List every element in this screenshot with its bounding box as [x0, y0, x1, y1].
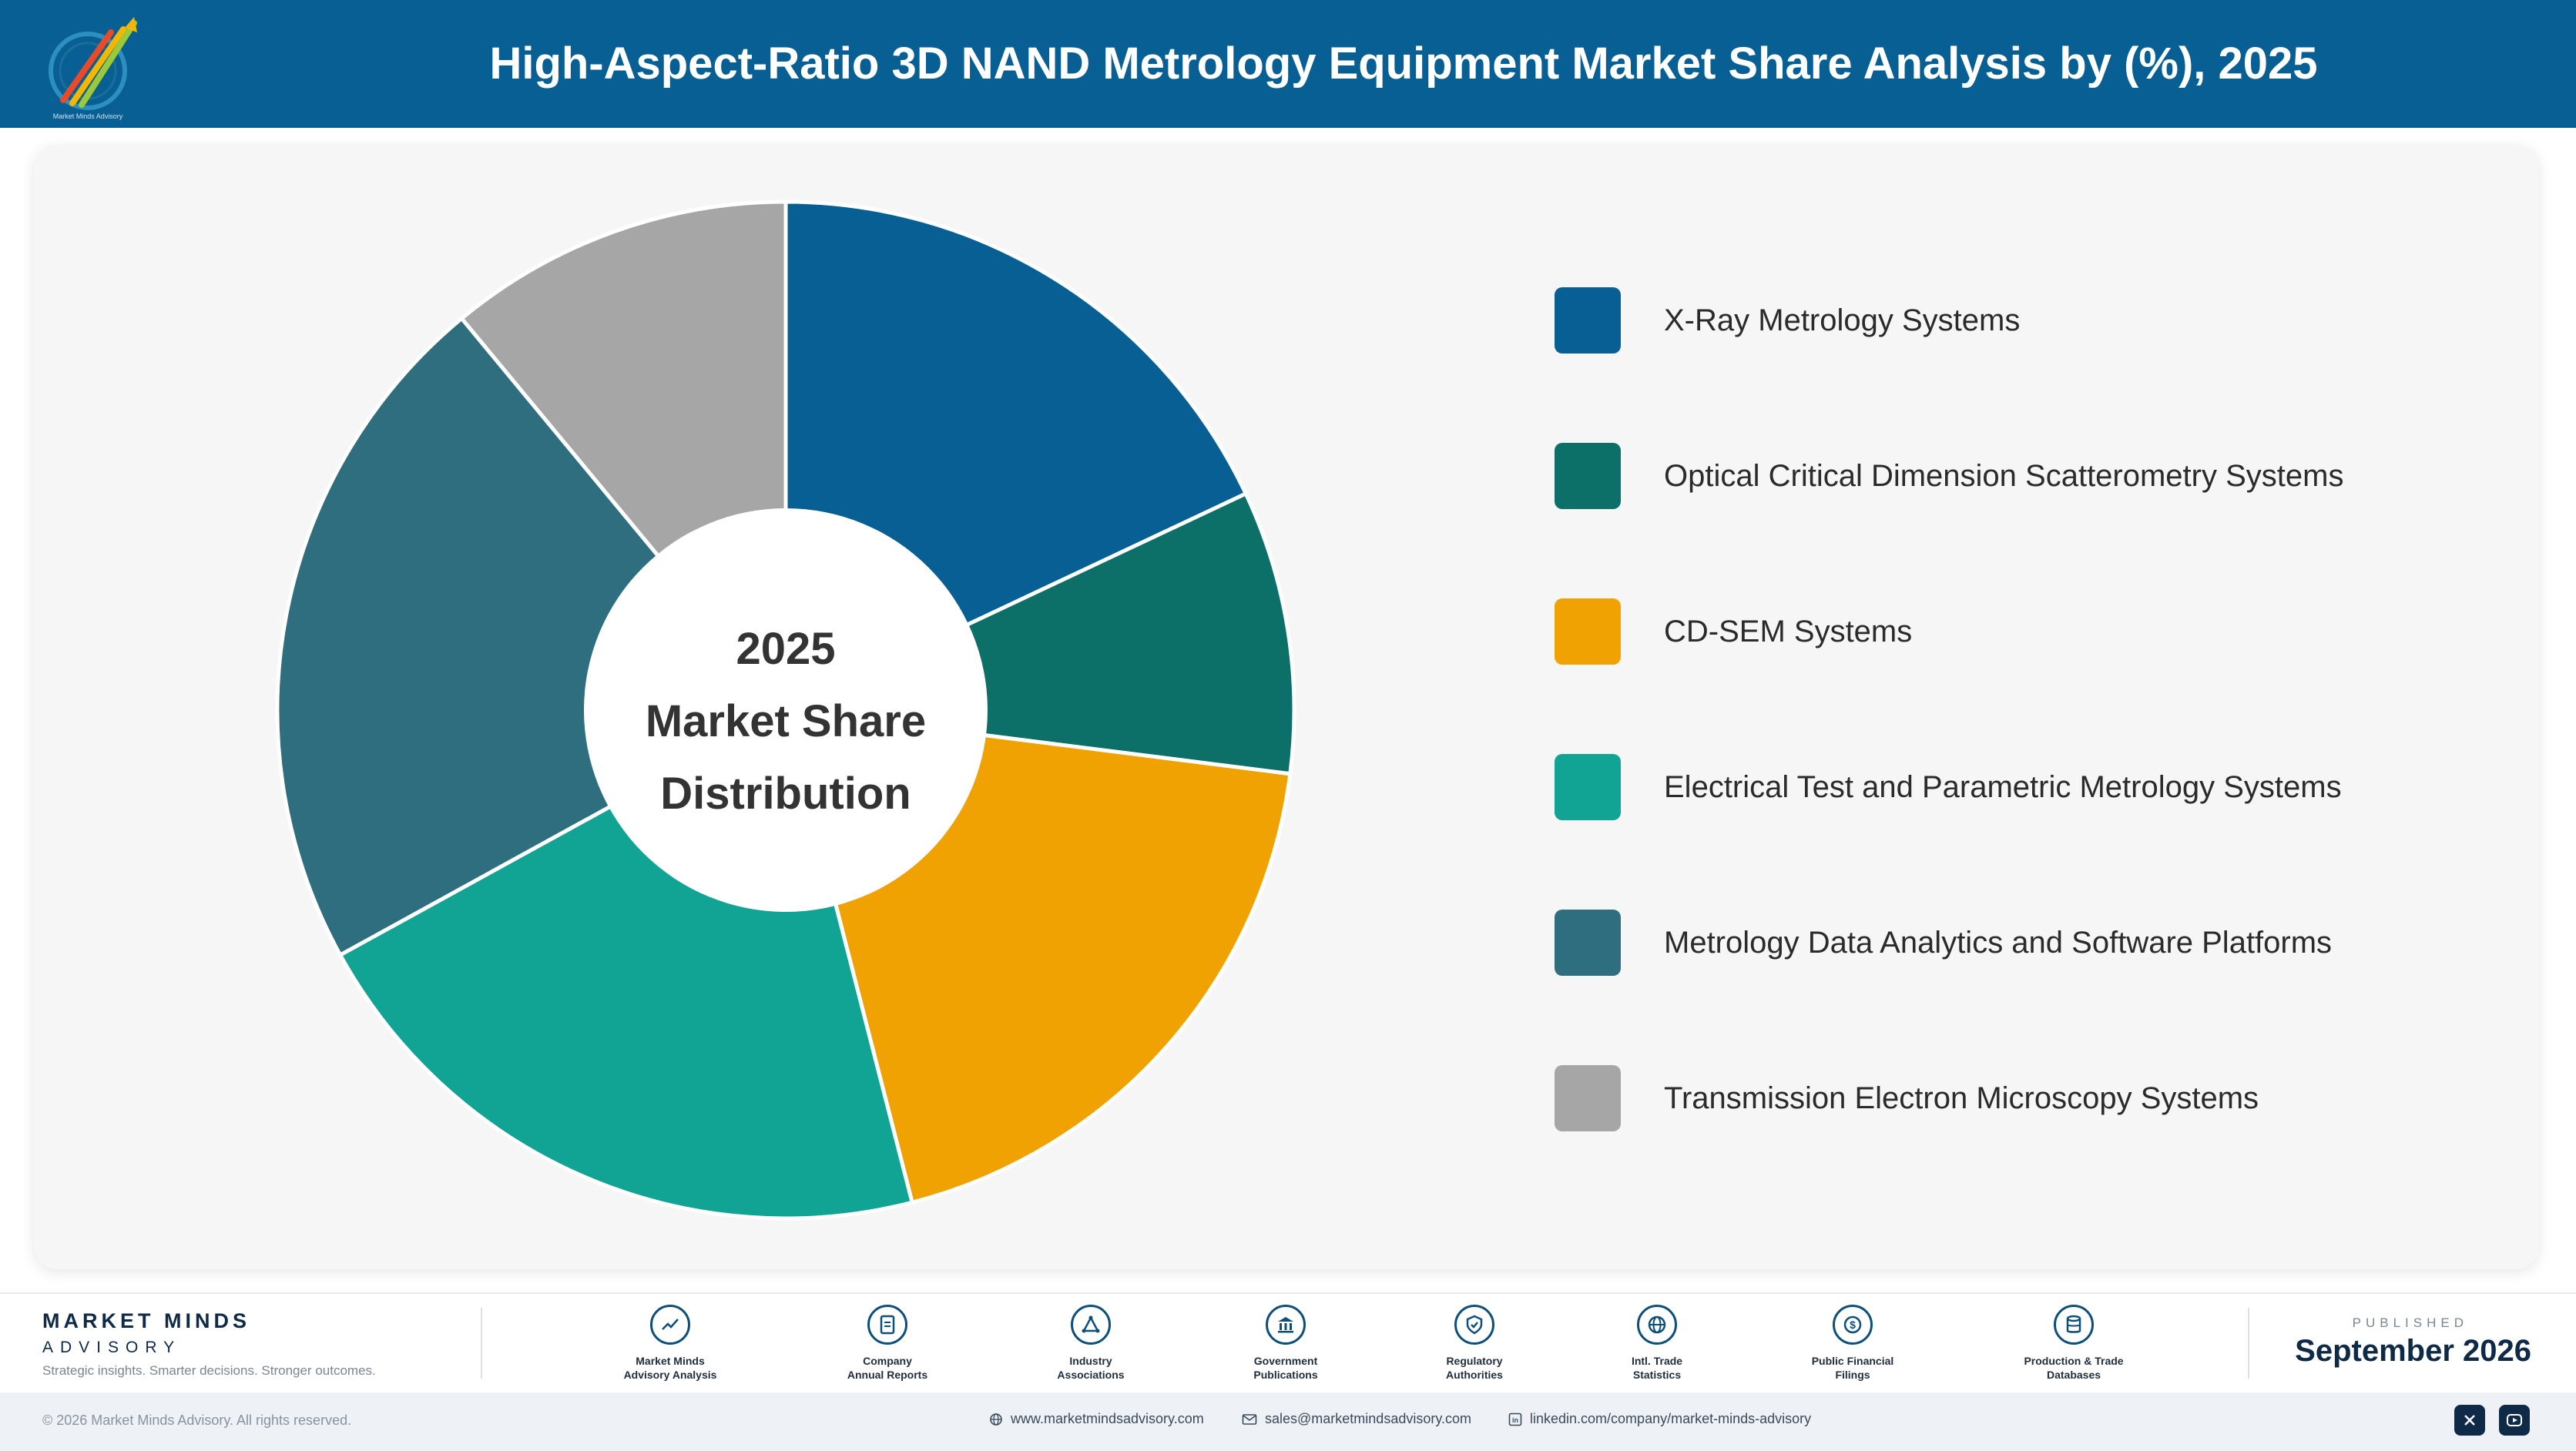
source-label-line-2: Associations: [1057, 1369, 1125, 1381]
source-label-line-2: Publications: [1253, 1369, 1318, 1381]
legend-item-cd-sem[interactable]: CD-SEM Systems: [1555, 598, 2479, 668]
source-label-line-1: Public Financial: [1811, 1355, 1894, 1367]
legend-label: Metrology Data Analytics and Software Pl…: [1664, 926, 2333, 960]
source-government-publications[interactable]: Government Publications: [1213, 1305, 1359, 1382]
center-label-line-1: 2025: [736, 624, 835, 674]
x-icon[interactable]: [2454, 1405, 2485, 1436]
source-label-line-2: Annual Reports: [847, 1369, 928, 1381]
globe-icon: [1637, 1305, 1677, 1345]
legend-swatch: [1555, 910, 1621, 976]
source-label-line-2: Advisory Analysis: [623, 1369, 717, 1381]
source-market-minds-analysis[interactable]: Market Minds Advisory Analysis: [597, 1305, 743, 1382]
document-icon: [867, 1305, 907, 1345]
legend-item-data-analytics[interactable]: Metrology Data Analytics and Software Pl…: [1555, 910, 2479, 979]
trend-chart-icon: [650, 1305, 690, 1345]
source-industry-associations[interactable]: Industry Associations: [1018, 1305, 1164, 1382]
copyright-text: © 2026 Market Minds Advisory. All rights…: [42, 1412, 352, 1428]
source-label-line-2: Filings: [1835, 1369, 1870, 1381]
donut-chart: 2025 Market Share Distribution: [275, 202, 1295, 1218]
linkedin-link[interactable]: in linkedin.com/company/market-minds-advi…: [1508, 1411, 1811, 1427]
source-label-line-1: Intl. Trade: [1631, 1355, 1683, 1367]
dollar-coin-icon: $: [1833, 1305, 1873, 1345]
brand-name: MARKET MINDS: [42, 1309, 250, 1332]
center-label-line-3: Distribution: [660, 769, 911, 819]
linkedin-text: linkedin.com/company/market-minds-adviso…: [1530, 1411, 1812, 1426]
source-label-line-1: Government: [1253, 1355, 1318, 1367]
website-text: www.marketmindsadvisory.com: [1011, 1411, 1204, 1426]
footer-divider: [2248, 1308, 2249, 1379]
market-minds-logo: Market Minds Advisory: [49, 17, 137, 120]
legend-swatch: [1555, 754, 1621, 820]
header-bar: Market Minds Advisory High-Aspect-Ratio …: [0, 0, 2576, 128]
legend-item-ocd-scatterometry[interactable]: Optical Critical Dimension Scatterometry…: [1555, 443, 2479, 512]
legend-label: X-Ray Metrology Systems: [1664, 303, 2021, 337]
brand-subtitle: ADVISORY: [42, 1339, 182, 1356]
legend-label: CD-SEM Systems: [1664, 615, 1913, 648]
source-financial-filings[interactable]: $ Public Financial Filings: [1779, 1305, 1926, 1382]
published-date: September 2026: [2295, 1334, 2531, 1368]
legend-swatch: [1555, 443, 1621, 509]
footer-divider: [481, 1308, 482, 1379]
network-icon: [1071, 1305, 1111, 1345]
source-trade-databases[interactable]: Production & Trade Databases: [2001, 1305, 2147, 1382]
svg-text:in: in: [1512, 1416, 1518, 1424]
source-label-line-2: Authorities: [1446, 1369, 1503, 1381]
source-label-line-1: Company: [863, 1355, 912, 1367]
email-text: sales@marketmindsadvisory.com: [1265, 1411, 1472, 1426]
legend-label: Electrical Test and Parametric Metrology…: [1664, 770, 2342, 804]
legend-item-x-ray[interactable]: X-Ray Metrology Systems: [1555, 287, 2479, 357]
legend-item-tem[interactable]: Transmission Electron Microscopy Systems: [1555, 1065, 2479, 1134]
source-label-line-1: Regulatory: [1446, 1355, 1503, 1367]
donut-slice-4[interactable]: [275, 315, 789, 958]
government-building-icon: [1266, 1305, 1306, 1345]
footer-bottom-bar: © 2026 Market Minds Advisory. All rights…: [0, 1392, 2576, 1451]
legend-swatch: [1555, 287, 1621, 354]
legend-label: Optical Critical Dimension Scatterometry…: [1664, 459, 2344, 493]
svg-text:Market Minds Advisory: Market Minds Advisory: [53, 112, 123, 120]
youtube-icon[interactable]: [2499, 1405, 2530, 1436]
legend-item-electrical-test[interactable]: Electrical Test and Parametric Metrology…: [1555, 754, 2479, 823]
source-label-line-1: Market Minds: [636, 1355, 705, 1367]
svg-text:$: $: [1850, 1319, 1856, 1331]
legend-label: Transmission Electron Microscopy Systems: [1664, 1081, 2259, 1115]
legend-swatch: [1555, 598, 1621, 665]
source-label-line-2: Statistics: [1632, 1369, 1682, 1381]
source-regulatory-authorities[interactable]: Regulatory Authorities: [1401, 1305, 1548, 1382]
mail-icon: [1242, 1414, 1257, 1426]
website-link[interactable]: www.marketmindsadvisory.com: [989, 1411, 1204, 1427]
shield-check-icon: [1454, 1305, 1494, 1345]
donut-hole: [584, 508, 988, 912]
center-label-line-2: Market Share: [646, 696, 926, 746]
legend-swatch: [1555, 1065, 1621, 1131]
source-label-line-1: Production & Trade: [2024, 1355, 2124, 1367]
database-icon: [2054, 1305, 2094, 1345]
source-trade-statistics[interactable]: Intl. Trade Statistics: [1584, 1305, 1730, 1382]
published-label: PUBLISHED: [2352, 1315, 2468, 1330]
globe-icon: [990, 1413, 1002, 1426]
footer: MARKET MINDS ADVISORY Strategic insights…: [0, 1292, 2576, 1451]
linkedin-icon: in: [1508, 1412, 1522, 1426]
brand-tagline: Strategic insights. Smarter decisions. S…: [42, 1363, 376, 1378]
source-label-line-2: Databases: [2046, 1369, 2101, 1381]
source-company-reports[interactable]: Company Annual Reports: [814, 1305, 961, 1382]
email-link[interactable]: sales@marketmindsadvisory.com: [1242, 1411, 1471, 1427]
page-title: High-Aspect-Ratio 3D NAND Metrology Equi…: [489, 39, 2318, 89]
source-label-line-1: Industry: [1069, 1355, 1112, 1367]
